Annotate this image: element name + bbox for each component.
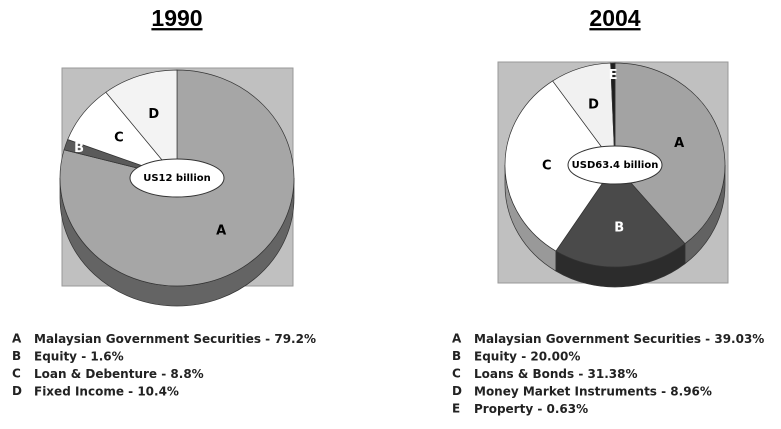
center-label: USD63.4 billion (572, 160, 659, 171)
legend-separator: - (517, 349, 530, 363)
legend-value: 20.00% (530, 349, 580, 363)
legend-separator: - (533, 402, 546, 416)
chart-title: 2004 (589, 5, 640, 31)
legend-key: C (452, 367, 461, 381)
legend-value: 8.96% (670, 384, 712, 398)
legend-separator: - (701, 332, 714, 346)
legend-separator: - (261, 332, 274, 346)
legend-name: Property (474, 402, 533, 416)
legend-name: Loans & Bonds (474, 367, 574, 381)
legend-key: B (12, 349, 21, 363)
legend-key: D (452, 384, 462, 398)
chart-title: 1990 (151, 5, 202, 31)
legend-name: Fixed Income (34, 384, 124, 398)
legend-separator: - (157, 367, 170, 381)
legend-entry: Property - 0.63% (474, 402, 588, 416)
legend-key: C (12, 367, 21, 381)
pie-slice (504, 80, 616, 252)
legend-name: Equity (474, 349, 517, 363)
slice-label: D (588, 97, 599, 112)
legend-value: 79.2% (274, 332, 316, 346)
legend-name: Malaysian Government Securities (474, 332, 701, 346)
legend-value: 31.38% (588, 367, 638, 381)
legend-entry: Money Market Instruments - 8.96% (474, 384, 712, 398)
center-badge (129, 158, 225, 198)
legend-name: Equity (34, 349, 77, 363)
center-label: US12 billion (143, 173, 211, 184)
legend-name: Loan & Debenture (34, 367, 157, 381)
slice-label: E (609, 68, 618, 83)
legend-name: Money Market Instruments (474, 384, 657, 398)
legend-key: B (452, 349, 461, 363)
legend-value: 39.03% (714, 332, 764, 346)
legend-key: A (12, 332, 22, 346)
pie-slice (614, 62, 726, 245)
slice-label: A (674, 136, 684, 151)
slice-label: D (148, 107, 159, 122)
slice-label: C (542, 159, 552, 174)
legend-value: 10.4% (137, 384, 179, 398)
legend-key: E (452, 402, 460, 416)
legend-entry: Fixed Income - 10.4% (34, 384, 179, 398)
legend-value: 8.8% (170, 367, 203, 381)
legend-entry: Malaysian Government Securities - 79.2% (34, 332, 316, 346)
legend-entry: Loan & Debenture - 8.8% (34, 367, 204, 381)
legend-value: 1.6% (90, 349, 123, 363)
center-badge (567, 145, 663, 185)
pie-slice (105, 69, 178, 179)
legend-separator: - (77, 349, 90, 363)
legend-key: D (12, 384, 22, 398)
legend-entry: Loans & Bonds - 31.38% (474, 367, 638, 381)
slice-label: C (114, 130, 124, 145)
legend-value: 0.63% (547, 402, 589, 416)
legend-separator: - (124, 384, 137, 398)
legend-key: A (452, 332, 462, 346)
slice-label: B (614, 221, 624, 236)
pie-slice (610, 62, 616, 166)
slice-label: B (74, 141, 84, 156)
legend-separator: - (657, 384, 670, 398)
legend-entry: Equity - 20.00% (474, 349, 580, 363)
legend-separator: - (574, 367, 587, 381)
legend-entry: Equity - 1.6% (34, 349, 124, 363)
legend-name: Malaysian Government Securities (34, 332, 261, 346)
slice-label: A (216, 224, 226, 239)
pie-slice (555, 164, 686, 268)
legend-entry: Malaysian Government Securities - 39.03% (474, 332, 764, 346)
